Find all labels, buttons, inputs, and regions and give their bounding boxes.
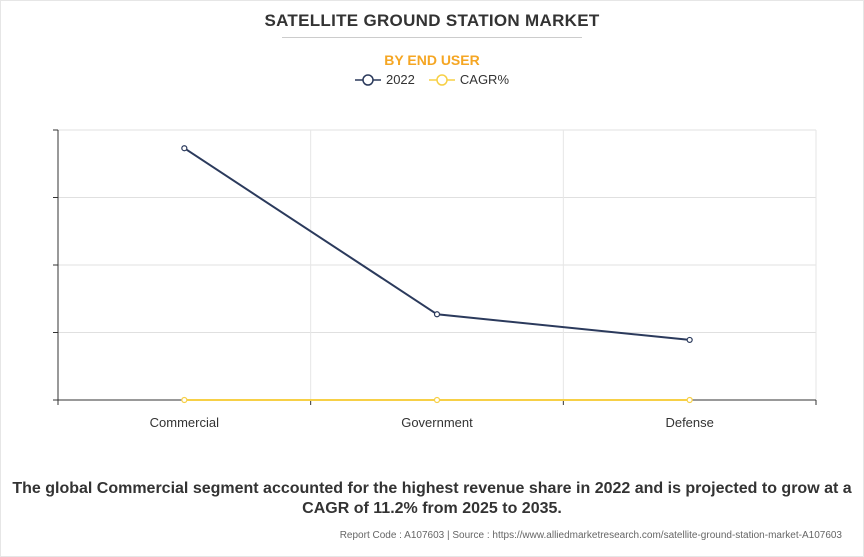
data-point [433,396,441,404]
chart-title: SATELLITE GROUND STATION MARKET [264,11,600,30]
data-point [686,396,693,404]
legend-item-cagr[interactable]: CAGR% [428,72,510,87]
source-note: Report Code : A107603 | Source : https:/… [339,530,842,541]
data-point [686,336,693,344]
legend-label: 2022 [385,72,415,87]
legend-marker-icon [354,73,381,86]
title-divider [282,37,582,38]
line-chart: Commercial Government Defense [53,129,817,430]
legend-item-2022[interactable]: 2022 [354,72,415,87]
legend-marker-icon [428,73,455,86]
data-point [433,311,441,318]
x-tick-label: Government [401,415,473,430]
legend: 2022 CAGR% [0,72,864,87]
legend-label: CAGR% [459,72,510,87]
chart-caption: The global Commercial segment accounted … [12,480,852,517]
x-tick-label: Commercial [150,415,219,430]
series-line [183,147,690,341]
x-tick-label: Defense [665,415,713,430]
data-point [181,145,188,152]
data-point [181,396,188,404]
chart-subtitle: BY END USER [384,52,480,68]
